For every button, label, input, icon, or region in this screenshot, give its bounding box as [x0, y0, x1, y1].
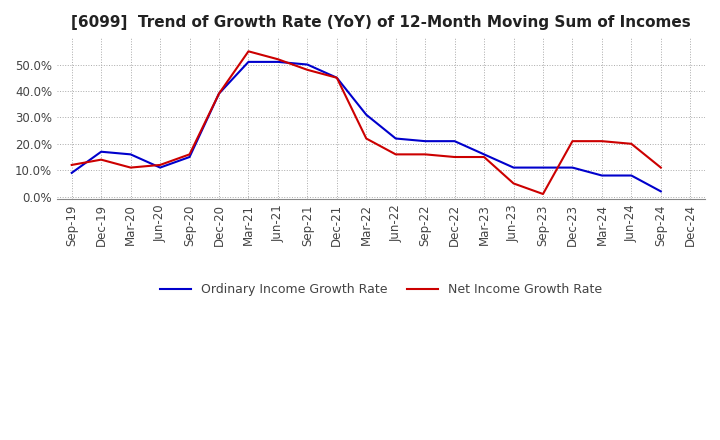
Net Income Growth Rate — [539, 191, 547, 197]
Ordinary Income Growth Rate — [480, 152, 488, 157]
Ordinary Income Growth Rate — [392, 136, 400, 141]
Ordinary Income Growth Rate — [362, 112, 371, 117]
Ordinary Income Growth Rate — [156, 165, 164, 170]
Net Income Growth Rate — [568, 139, 577, 144]
Net Income Growth Rate — [509, 181, 518, 186]
Net Income Growth Rate — [450, 154, 459, 160]
Ordinary Income Growth Rate — [450, 139, 459, 144]
Ordinary Income Growth Rate — [657, 189, 665, 194]
Ordinary Income Growth Rate — [421, 139, 430, 144]
Net Income Growth Rate — [274, 57, 282, 62]
Net Income Growth Rate — [215, 91, 223, 96]
Ordinary Income Growth Rate — [215, 91, 223, 96]
Ordinary Income Growth Rate — [126, 152, 135, 157]
Ordinary Income Growth Rate — [244, 59, 253, 65]
Net Income Growth Rate — [657, 165, 665, 170]
Net Income Growth Rate — [333, 75, 341, 81]
Ordinary Income Growth Rate — [568, 165, 577, 170]
Ordinary Income Growth Rate — [539, 165, 547, 170]
Ordinary Income Growth Rate — [185, 154, 194, 160]
Net Income Growth Rate — [392, 152, 400, 157]
Ordinary Income Growth Rate — [68, 170, 76, 176]
Ordinary Income Growth Rate — [509, 165, 518, 170]
Net Income Growth Rate — [421, 152, 430, 157]
Ordinary Income Growth Rate — [274, 59, 282, 65]
Ordinary Income Growth Rate — [97, 149, 106, 154]
Ordinary Income Growth Rate — [303, 62, 312, 67]
Line: Ordinary Income Growth Rate: Ordinary Income Growth Rate — [72, 62, 661, 191]
Line: Net Income Growth Rate: Net Income Growth Rate — [72, 51, 661, 194]
Net Income Growth Rate — [362, 136, 371, 141]
Net Income Growth Rate — [156, 162, 164, 168]
Legend: Ordinary Income Growth Rate, Net Income Growth Rate: Ordinary Income Growth Rate, Net Income … — [155, 278, 607, 301]
Net Income Growth Rate — [480, 154, 488, 160]
Net Income Growth Rate — [627, 141, 636, 147]
Net Income Growth Rate — [68, 162, 76, 168]
Ordinary Income Growth Rate — [333, 75, 341, 81]
Net Income Growth Rate — [97, 157, 106, 162]
Net Income Growth Rate — [598, 139, 606, 144]
Title: [6099]  Trend of Growth Rate (YoY) of 12-Month Moving Sum of Incomes: [6099] Trend of Growth Rate (YoY) of 12-… — [71, 15, 691, 30]
Net Income Growth Rate — [244, 49, 253, 54]
Ordinary Income Growth Rate — [627, 173, 636, 178]
Ordinary Income Growth Rate — [598, 173, 606, 178]
Net Income Growth Rate — [185, 152, 194, 157]
Net Income Growth Rate — [303, 67, 312, 73]
Net Income Growth Rate — [126, 165, 135, 170]
